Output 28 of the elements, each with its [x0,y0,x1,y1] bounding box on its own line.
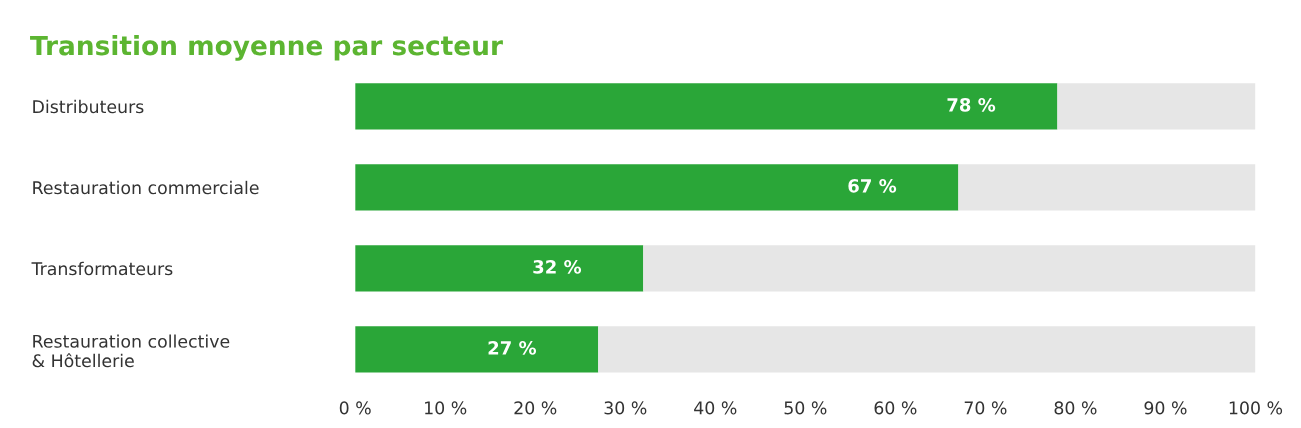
data-label: 27 % [488,340,537,355]
y-tick-label: Transformateurs [31,261,173,276]
x-tick-label: 0 % [339,401,371,415]
bar [355,245,644,292]
bar [1057,83,1256,130]
x-tick-label: 20 % [514,401,557,415]
bar [355,83,1058,130]
bar [355,326,599,373]
y-tick-label: Restauration collective & Hôtellerie [32,334,230,368]
y-tick-label: Distributeurs [33,99,144,114]
bar [598,326,1256,373]
data-label: 32 % [533,259,582,274]
x-tick-label: 50 % [784,401,827,415]
x-tick-label: 100 % [1229,401,1283,415]
x-tick-label: 80 % [1054,401,1097,415]
bar [643,245,1256,292]
x-tick-label: 30 % [604,401,647,415]
y-tick-label: Restauration commerciale [33,180,259,195]
x-tick-label: 70 % [964,401,1007,415]
bar [355,164,959,211]
chart-title: Transition moyenne par secteur [30,35,503,61]
data-label: 78 % [947,97,996,112]
x-tick-label: 10 % [425,401,467,415]
x-tick-label: 60 % [874,401,917,415]
data-label: 67 % [848,178,897,193]
x-tick-label: 40 % [694,401,737,415]
bar [958,164,1256,211]
x-tick-label: 90 % [1144,401,1187,415]
